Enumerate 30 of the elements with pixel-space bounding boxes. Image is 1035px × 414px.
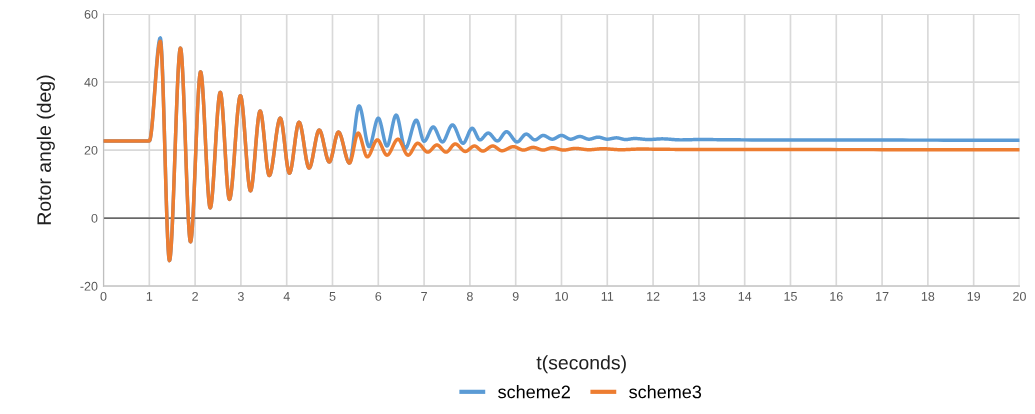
x-tick-label: 17 xyxy=(876,292,889,301)
x-tick-label: 0 xyxy=(100,291,107,301)
x-tick-label: 1 xyxy=(146,292,153,301)
x-tick-label: 15 xyxy=(784,292,797,301)
x-tick-label: 4 xyxy=(283,292,290,301)
x-tick-label: 20 xyxy=(1013,291,1026,301)
x-tick-label: 8 xyxy=(466,291,473,301)
x-tick-label: 2 xyxy=(192,291,198,301)
x-tick-label: 16 xyxy=(830,291,843,301)
x-tick-label: 11 xyxy=(601,292,614,301)
x-tick-label: 13 xyxy=(692,291,706,301)
legend-label: scheme3 xyxy=(629,385,702,399)
y-tick-label: 0 xyxy=(91,213,98,223)
x-tick-label: 3 xyxy=(237,291,244,301)
x-tick-label: 9 xyxy=(512,291,519,301)
y-tick-label: -20 xyxy=(80,281,98,291)
x-tick-label: 6 xyxy=(375,291,382,301)
y-tick-label: 60 xyxy=(84,9,98,19)
x-tick-label: 18 xyxy=(921,291,935,301)
x-tick-label: 7 xyxy=(421,292,427,301)
x-axis-title: t(seconds) xyxy=(536,355,626,374)
y-tick-label: 20 xyxy=(84,145,98,155)
x-tick-label: 10 xyxy=(555,291,568,301)
legend-label: scheme2 xyxy=(498,385,570,399)
x-tick-label: 5 xyxy=(329,292,336,301)
y-axis-title: Rotor angle (deg) xyxy=(36,75,55,225)
y-tick-label: 40 xyxy=(84,77,98,87)
x-tick-label: 19 xyxy=(967,291,981,301)
x-tick-label: 12 xyxy=(647,291,660,301)
x-tick-label: 14 xyxy=(738,292,752,301)
